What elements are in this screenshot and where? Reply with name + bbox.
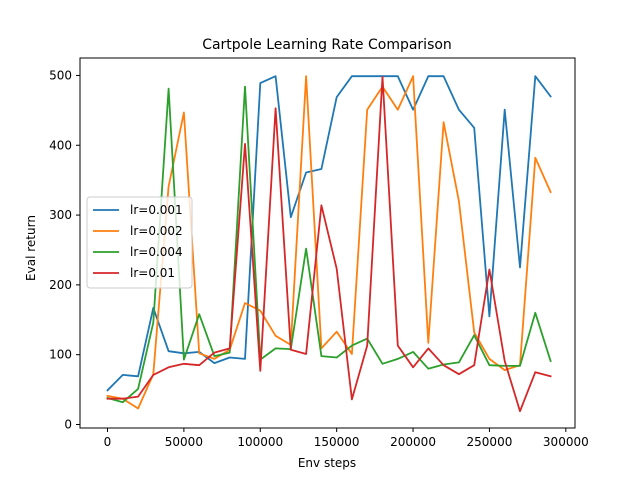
x-tick-label: 100000 <box>237 435 283 449</box>
plot-lines <box>106 75 552 413</box>
x-tick-label: 50000 <box>165 435 203 449</box>
y-tick-label: 200 <box>49 278 72 292</box>
y-tick-label: 0 <box>64 418 72 432</box>
legend: lr=0.001 lr=0.002 lr=0.004 lr=0.01 <box>86 196 193 289</box>
x-tick-label: 0 <box>104 435 112 449</box>
chart-title: Cartpole Learning Rate Comparison <box>202 37 452 53</box>
x-tick-label: 200000 <box>390 435 436 449</box>
series-line-lr-0-001 <box>106 75 552 392</box>
y-tick-label: 400 <box>49 138 72 152</box>
series-line-lr-0-004 <box>106 85 552 404</box>
legend-label: lr=0.004 <box>130 245 183 259</box>
legend-label: lr=0.01 <box>130 266 175 280</box>
x-tick-label: 150000 <box>314 435 360 449</box>
y-tick-label: 500 <box>49 68 72 82</box>
y-tick-label: 300 <box>49 208 72 222</box>
legend-label: lr=0.001 <box>130 203 183 217</box>
series-line-lr-0-002 <box>106 75 552 410</box>
x-tick-label: 300000 <box>543 435 589 449</box>
y-tick-label: 100 <box>49 348 72 362</box>
x-tick-label: 250000 <box>467 435 513 449</box>
y-axis-label: Eval return <box>24 215 38 281</box>
legend-box <box>86 196 193 289</box>
legend-label: lr=0.002 <box>130 224 183 238</box>
plot-frame <box>79 57 576 429</box>
series-line-lr-0-01 <box>106 75 552 413</box>
axes: 0 50000 100000 150000 200000 250000 300000 0 100… <box>49 57 589 449</box>
x-axis-label: Env steps <box>298 456 356 470</box>
